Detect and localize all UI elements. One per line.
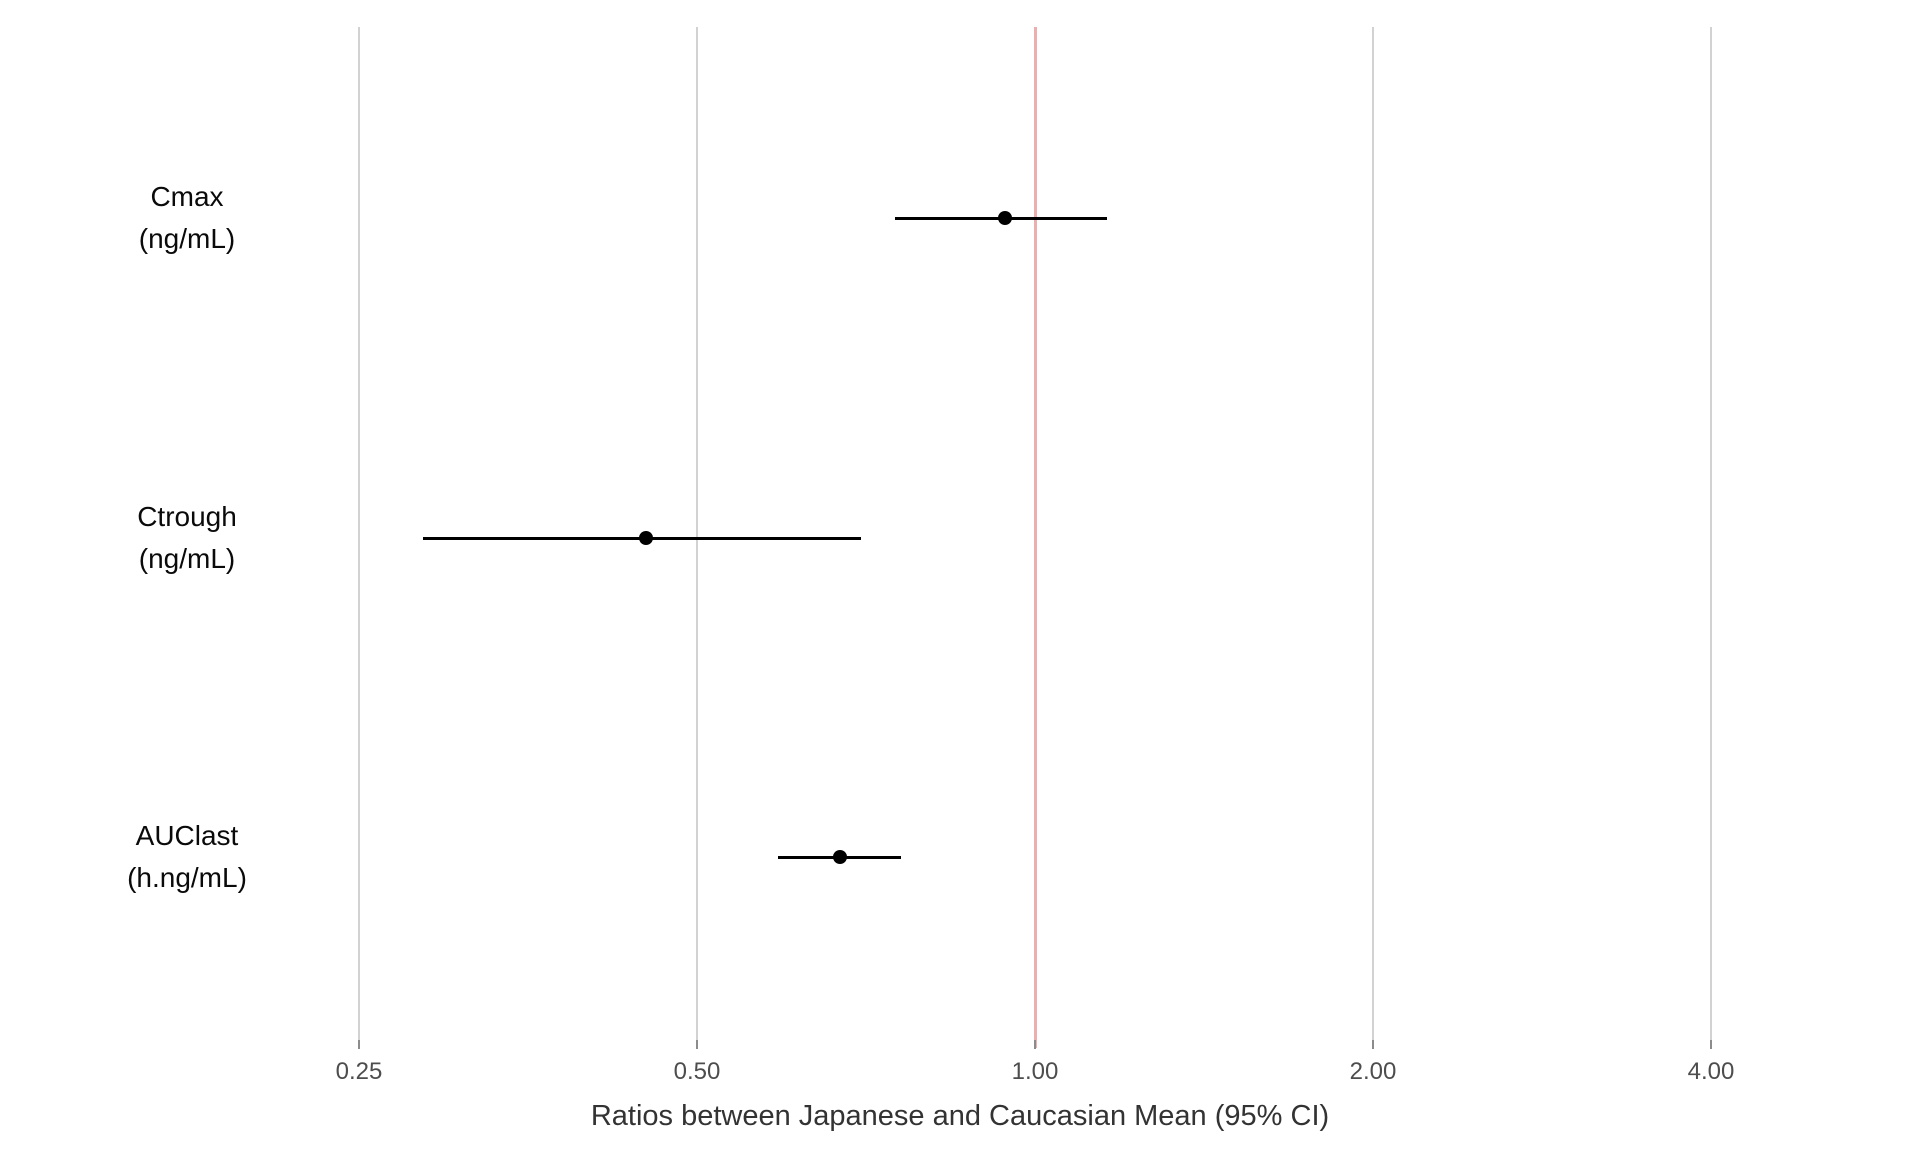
x-tick-mark: [1710, 1040, 1712, 1049]
reference-line: [1033, 27, 1037, 1048]
x-tick-label: 2.00: [1349, 1058, 1397, 1085]
x-tick-mark: [696, 1040, 698, 1049]
gridline-4.00: [1710, 27, 1712, 1048]
x-tick-label: 1.00: [1011, 1058, 1059, 1085]
y-label-line2: (ng/mL): [138, 543, 236, 574]
x-tick-label: 4.00: [1687, 1058, 1735, 1085]
y-label-line2: (ng/mL): [138, 223, 236, 254]
x-tick-mark: [1034, 1040, 1036, 1049]
x-tick-mark: [1372, 1040, 1374, 1049]
point-estimate-AUClast: [832, 850, 847, 864]
x-tick-mark: [358, 1040, 360, 1049]
x-tick-label: 0.50: [673, 1058, 721, 1085]
y-axis-label-AUClast: AUClast (h.ng/mL): [67, 815, 307, 899]
y-label-line2: (h.ng/mL): [127, 862, 247, 893]
x-tick-label: 0.25: [335, 1058, 383, 1085]
y-axis-label-Cmax: Cmax (ng/mL): [67, 176, 307, 260]
gridline-2.00: [1372, 27, 1374, 1048]
y-label-line1: Ctrough: [137, 501, 237, 532]
gridline-0.25: [358, 27, 360, 1048]
x-axis-title: Ratios between Japanese and Caucasian Me…: [590, 1100, 1330, 1132]
point-estimate-Cmax: [997, 211, 1012, 225]
y-axis-label-Ctrough: Ctrough (ng/mL): [67, 496, 307, 580]
point-estimate-Ctrough: [638, 531, 653, 545]
y-label-line1: AUClast: [135, 820, 239, 851]
y-label-line1: Cmax: [150, 181, 224, 212]
